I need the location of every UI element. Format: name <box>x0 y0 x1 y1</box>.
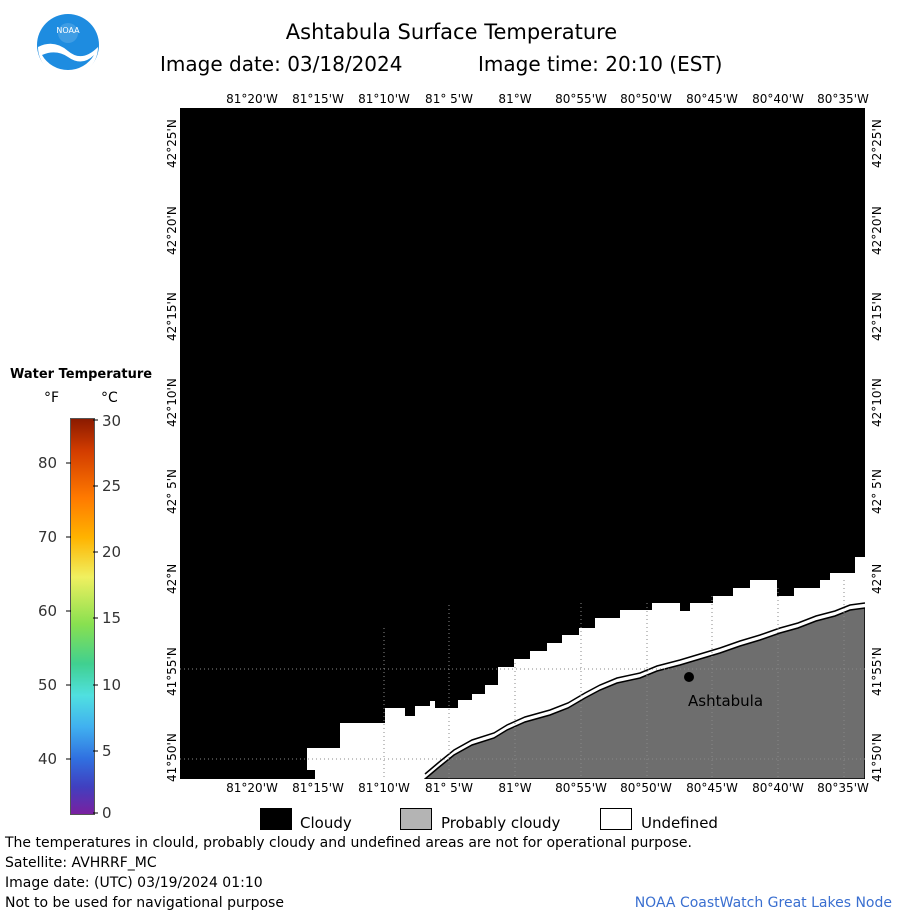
lon-label: 81°20'W <box>226 92 278 106</box>
lon-label: 81°10'W <box>358 92 410 106</box>
c-tick: 0 <box>102 804 112 822</box>
shoreline <box>424 602 865 775</box>
undefined-label: Undefined <box>641 814 718 832</box>
lon-label: 81° 5'W <box>425 781 473 795</box>
lat-label: 41°50'N <box>870 733 884 782</box>
c-tick: 30 <box>102 412 122 430</box>
cloudy-swatch <box>260 808 292 830</box>
lon-label: 80°40'W <box>752 92 804 106</box>
lat-label: 42°25'N <box>165 119 179 168</box>
lon-label: 81°W <box>498 781 532 795</box>
lon-label: 80°35'W <box>817 781 869 795</box>
c-tick: 20 <box>102 543 122 561</box>
probably-cloudy-land <box>423 607 865 779</box>
lon-label: 80°45'W <box>686 92 738 106</box>
lat-label: 42°20'N <box>165 206 179 255</box>
probably-cloudy-label: Probably cloudy <box>441 814 561 832</box>
svg-text:NOAA: NOAA <box>56 26 80 35</box>
lon-label: 80°35'W <box>817 92 869 106</box>
c-tick: 25 <box>102 477 122 495</box>
unit-fahrenheit: °F <box>44 390 60 406</box>
lat-label: 42°20'N <box>870 206 884 255</box>
city-label: Ashtabula <box>688 692 763 710</box>
lon-label: 80°55'W <box>555 781 607 795</box>
map-area: Ashtabula <box>180 108 865 779</box>
f-tick: 60 <box>38 602 58 620</box>
undefined-swatch <box>600 808 632 830</box>
credit-link[interactable]: NOAA CoastWatch Great Lakes Node <box>634 895 892 911</box>
navigation-warning: Not to be used for navigational purpose <box>5 895 284 911</box>
lon-label: 80°50'W <box>620 781 672 795</box>
legend-title: Water Temperature <box>10 367 153 382</box>
lat-label: 42°N <box>870 563 884 594</box>
lon-label: 80°45'W <box>686 781 738 795</box>
image-date: Image date: 03/18/2024 <box>160 52 403 76</box>
lat-label: 42° 5'N <box>870 469 884 514</box>
utc-date-text: Image date: (UTC) 03/19/2024 01:10 <box>5 875 263 891</box>
ashtabula-marker <box>684 672 694 682</box>
c-tick: 5 <box>102 742 112 760</box>
lon-label: 80°50'W <box>620 92 672 106</box>
lon-label: 81°W <box>498 92 532 106</box>
lat-label: 41°50'N <box>165 733 179 782</box>
c-tick: 10 <box>102 676 122 694</box>
color-scale-bar <box>70 418 95 815</box>
scale-ticks <box>66 419 98 814</box>
lat-label: 42°N <box>165 563 179 594</box>
lon-label: 80°55'W <box>555 92 607 106</box>
lat-label: 42°10'N <box>870 378 884 427</box>
lon-label: 81°20'W <box>226 781 278 795</box>
lat-label: 42°15'N <box>870 292 884 341</box>
lon-label: 81°15'W <box>292 781 344 795</box>
lon-label: 80°40'W <box>752 781 804 795</box>
lat-label: 42°25'N <box>870 119 884 168</box>
page-title: Ashtabula Surface Temperature <box>285 20 618 44</box>
f-tick: 40 <box>38 750 58 768</box>
f-tick: 50 <box>38 676 58 694</box>
lon-label: 81° 5'W <box>425 92 473 106</box>
f-tick: 70 <box>38 528 58 546</box>
lat-label: 42°10'N <box>165 378 179 427</box>
image-time: Image time: 20:10 (EST) <box>478 52 723 76</box>
lon-label: 81°10'W <box>358 781 410 795</box>
cloudy-label: Cloudy <box>300 814 352 832</box>
disclaimer-text: The temperatures in clould, probably clo… <box>5 835 692 851</box>
noaa-logo: NOAA <box>37 14 99 77</box>
lat-label: 41°55'N <box>870 647 884 696</box>
lon-label: 81°15'W <box>292 92 344 106</box>
c-tick: 15 <box>102 609 122 627</box>
unit-celsius: °C <box>101 390 118 406</box>
f-tick: 80 <box>38 454 58 472</box>
lat-label: 42° 5'N <box>165 469 179 514</box>
graticule <box>180 580 865 779</box>
lat-label: 41°55'N <box>165 647 179 696</box>
probably-cloudy-swatch <box>400 808 432 830</box>
satellite-text: Satellite: AVHRRF_MC <box>5 855 157 871</box>
lat-label: 42°15'N <box>165 292 179 341</box>
